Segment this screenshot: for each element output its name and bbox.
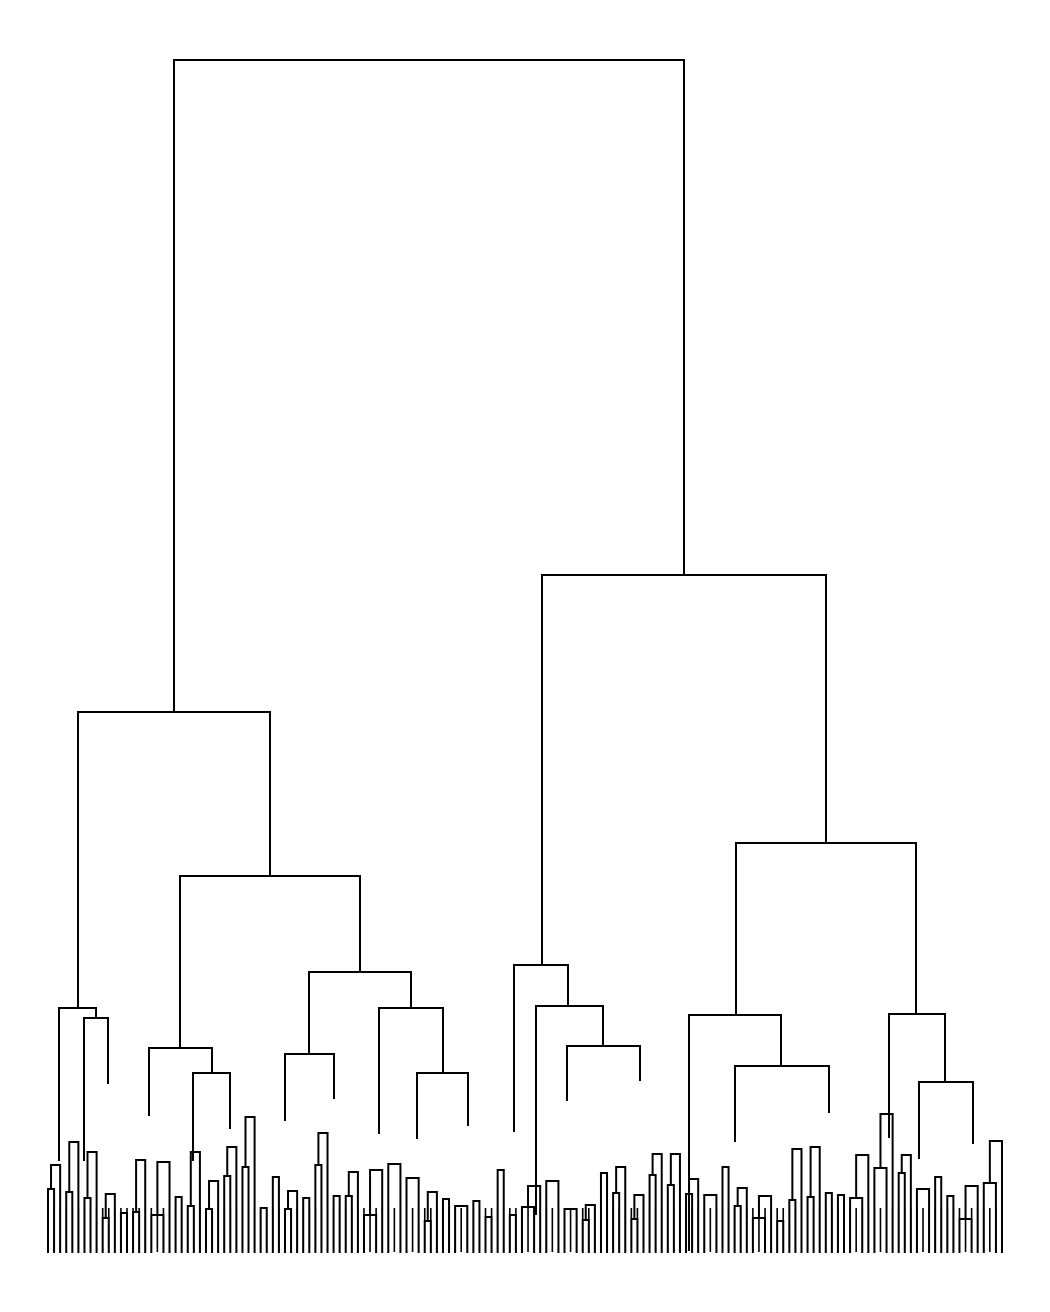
left-sub-sub-merge: [308, 971, 412, 1055]
cluster-merge: [416, 1072, 469, 1139]
leaf-pair-merge: [186, 1205, 195, 1253]
leaf-pair-merge: [733, 1205, 742, 1253]
leaf-pair-merge: [174, 1196, 183, 1253]
cluster-merge: [918, 1081, 974, 1159]
leaf-pair-merge: [423, 1220, 432, 1253]
leaf-pair-merge: [648, 1174, 657, 1253]
leaf-pair-merge: [836, 1194, 846, 1253]
leaf-pair-merge: [776, 1220, 785, 1253]
leaf-group-merge: [68, 1141, 80, 1253]
leaf-pair-merge: [204, 1208, 214, 1253]
leaf-pair-merge: [259, 1207, 268, 1253]
leaf-group-merge: [584, 1204, 596, 1253]
leaf-pair-merge: [630, 1218, 639, 1253]
cluster-merge: [192, 1072, 231, 1161]
left-cluster-merge: [77, 711, 271, 1009]
leaf-pair-merge: [132, 1211, 141, 1253]
leaf-pair-merge: [47, 1188, 56, 1253]
leaf-pair-merge: [223, 1175, 232, 1253]
cluster-merge: [888, 1013, 946, 1138]
leaf-pair-merge: [101, 1217, 110, 1253]
leaf-group-merge: [651, 1153, 663, 1253]
leaf-group-merge: [736, 1187, 748, 1253]
leaf-group-merge: [988, 1140, 1003, 1253]
leaf-group-merge: [244, 1116, 256, 1253]
left-sub-merge: [179, 875, 361, 1049]
leaf-group-merge: [86, 1151, 98, 1253]
leaf-pair-merge: [897, 1172, 906, 1253]
leaf-group-merge: [879, 1113, 894, 1253]
dendrogram-links: [47, 59, 1003, 1253]
leaf-pair-merge: [472, 1200, 481, 1253]
leaf-pair-merge: [824, 1192, 833, 1253]
leaf-group-merge: [900, 1154, 912, 1253]
leaf-group-merge: [317, 1132, 329, 1253]
leaf-pair-merge: [332, 1195, 341, 1253]
leaf-group-merge: [226, 1146, 238, 1253]
leaf-pair-merge: [806, 1196, 815, 1253]
cluster-merge: [734, 1065, 830, 1142]
leaf-pair-merge: [612, 1192, 621, 1253]
leaf-pair-merge: [946, 1195, 955, 1253]
right-cluster-merge: [541, 574, 827, 966]
leaf-group-merge: [104, 1193, 116, 1253]
cluster-merge: [513, 964, 569, 1132]
leaf-pair-merge: [271, 1176, 280, 1253]
leaf-pair-merge: [934, 1176, 943, 1253]
leaf-pair-merge: [721, 1166, 730, 1253]
leaf-pair-merge: [666, 1184, 675, 1253]
cluster-merge: [378, 1007, 444, 1134]
leaf-pair-merge: [441, 1198, 451, 1253]
leaf-pair-merge: [508, 1214, 517, 1253]
leaf-group-merge: [287, 1190, 299, 1253]
leaf-pair-merge: [302, 1197, 311, 1253]
leaf-pair-merge: [484, 1216, 493, 1253]
leaf-pair-merge: [241, 1166, 250, 1253]
leaf-pair-merge: [283, 1208, 293, 1253]
leaf-group-merge: [615, 1166, 627, 1253]
leaf-pair-merge: [344, 1195, 353, 1253]
cluster-merge: [535, 1005, 604, 1215]
leaf-pair-merge: [65, 1191, 74, 1253]
leaf-pair-merge: [83, 1197, 92, 1253]
cluster-merge: [284, 1053, 335, 1121]
leaf-group-merge: [50, 1164, 62, 1253]
leaf-pair-merge: [599, 1172, 609, 1253]
leaf-group-merge: [633, 1194, 645, 1253]
cluster-merge: [83, 1017, 109, 1161]
leaf-group-merge: [688, 1178, 700, 1253]
root-merge: [173, 59, 685, 713]
leaf-group-merge: [156, 1161, 171, 1253]
leaf-pair-merge: [119, 1212, 128, 1253]
leaf-pair-merge: [581, 1219, 590, 1253]
cluster-merge: [58, 1007, 97, 1161]
leaf-group-merge: [135, 1159, 147, 1253]
leaf-pair-merge: [496, 1169, 505, 1253]
leaf-group-merge: [347, 1171, 359, 1253]
leaf-group-merge: [669, 1153, 681, 1253]
leaf-pair-merge: [788, 1199, 797, 1253]
leaf-group-merge: [855, 1154, 870, 1253]
leaf-group-merge: [189, 1151, 201, 1253]
dendrogram-leaves: [47, 1208, 1003, 1252]
leaf-group-merge: [791, 1148, 803, 1253]
cluster-merge: [148, 1047, 213, 1116]
leaf-group-merge: [809, 1146, 821, 1253]
right-sub-merge: [735, 842, 917, 1016]
leaf-pair-merge: [314, 1164, 323, 1253]
cluster-merge: [566, 1045, 641, 1101]
cluster-merge: [688, 1014, 782, 1251]
leaf-group-merge: [208, 1180, 220, 1253]
